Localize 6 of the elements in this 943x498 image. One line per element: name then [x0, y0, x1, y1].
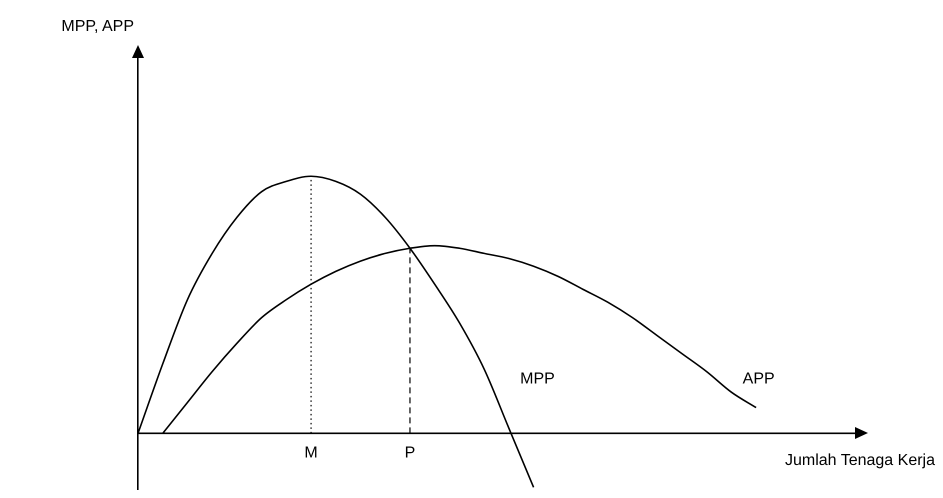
series-label: APP [742, 370, 775, 388]
x-axis-title: Jumlah Tenaga Kerja [784, 452, 935, 470]
x-tick-label: P [404, 444, 416, 462]
text: MPP, APP [61, 18, 134, 36]
series-label: MPP [520, 370, 555, 388]
x-tick-label: M [304, 444, 318, 462]
